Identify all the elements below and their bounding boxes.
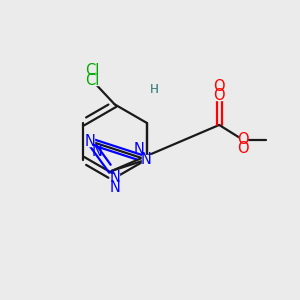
Text: N: N	[92, 143, 102, 158]
Text: H: H	[150, 83, 159, 96]
Text: Cl: Cl	[85, 63, 100, 78]
Bar	[151, 86, 158, 93]
Bar	[87, 77, 98, 85]
Bar	[142, 155, 151, 164]
Text: O: O	[213, 79, 225, 94]
Text: N: N	[109, 170, 120, 185]
Text: N: N	[141, 152, 152, 167]
Text: N: N	[133, 142, 144, 157]
Bar	[110, 174, 119, 182]
Text: N: N	[85, 134, 95, 149]
Text: N: N	[109, 180, 120, 195]
Bar	[86, 137, 94, 146]
Text: O: O	[213, 88, 225, 103]
Text: O: O	[237, 141, 249, 156]
Text: O: O	[237, 132, 249, 147]
Bar	[238, 136, 247, 144]
Bar	[215, 92, 223, 100]
Text: Cl: Cl	[85, 73, 100, 88]
Text: H: H	[150, 83, 159, 96]
